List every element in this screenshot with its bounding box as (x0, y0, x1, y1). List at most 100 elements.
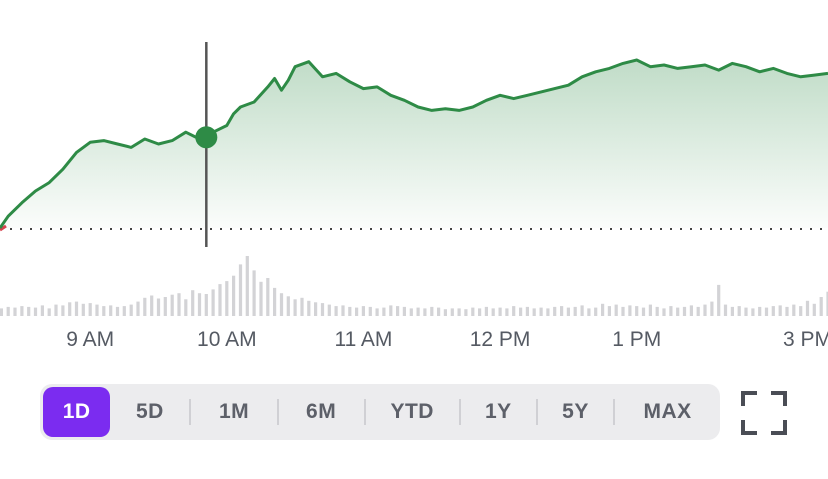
volume-bar (355, 307, 359, 316)
volume-bar (177, 293, 181, 316)
volume-bar (74, 301, 79, 316)
time-range-selector: 1D 5D 1M 6M YTD 1Y 5Y MAX (40, 384, 720, 440)
volume-bar (580, 305, 584, 316)
volume-bar (655, 306, 659, 316)
price-chart[interactable]: 9 AM 10 AM 11 AM 12 PM 1 PM 3 PM (0, 0, 828, 360)
volume-bar (286, 296, 290, 316)
volume-bar (361, 306, 365, 316)
volume-bar (225, 281, 229, 316)
volume-bar (471, 307, 475, 316)
range-button-6m[interactable]: 6M (306, 400, 337, 423)
volume-bar (109, 305, 113, 316)
volume-bar (115, 306, 120, 316)
volume-bar (785, 306, 789, 316)
crosshair-point[interactable] (195, 126, 218, 149)
volume-bar (635, 306, 639, 316)
volume-bar (68, 302, 72, 316)
x-tick-label: 1 PM (612, 328, 661, 351)
volume-bar (102, 306, 106, 316)
volume-bar (382, 307, 386, 316)
volume-bar (826, 291, 828, 316)
volume-bar (95, 304, 99, 316)
volume-bar (156, 298, 161, 316)
volume-bar (396, 306, 400, 316)
volume-bar (143, 297, 147, 316)
range-button-1d[interactable]: 1D (43, 387, 111, 437)
volume-bar (341, 305, 345, 316)
price-line-start-segment (0, 224, 7, 232)
volume-bar (368, 306, 372, 316)
range-button-5d[interactable]: 5D (135, 400, 164, 423)
volume-bar (792, 304, 796, 316)
volume-bar (464, 309, 468, 316)
volume-bar (348, 306, 352, 316)
volume-bar (334, 306, 338, 316)
range-divider (613, 399, 616, 425)
volume-bar (628, 305, 632, 316)
volume-bar (450, 308, 454, 316)
volume-bar (197, 293, 202, 316)
volume-bar (150, 295, 154, 316)
volume-bar (300, 297, 304, 316)
range-button-max[interactable]: MAX (643, 400, 692, 423)
range-divider (363, 399, 366, 425)
volume-bar (546, 308, 550, 316)
price-line (0, 58, 828, 229)
volume-bar (409, 308, 413, 316)
volume-bar (191, 290, 195, 316)
range-button-5y[interactable]: 5Y (562, 400, 589, 423)
volume-bar (703, 304, 707, 316)
volume-bar (805, 300, 810, 316)
volume-bar (402, 306, 406, 316)
volume-bar (758, 306, 762, 316)
volume-bar (389, 305, 393, 316)
x-tick-label: 3 PM (783, 328, 828, 351)
volume-bar (525, 306, 529, 316)
volume-bar (696, 306, 700, 316)
volume-bar (812, 303, 816, 316)
fullscreen-icon (741, 391, 787, 435)
volume-bar (539, 307, 543, 316)
volume-bar (327, 304, 331, 316)
volume-bar (594, 307, 598, 316)
volume-bar (279, 293, 284, 316)
volume-bar (47, 308, 51, 316)
volume-bar (682, 306, 687, 316)
volume-bar (20, 306, 24, 316)
volume-bar (491, 308, 495, 316)
volume-bar (799, 306, 803, 316)
range-divider (535, 399, 538, 425)
volume-bar (519, 307, 523, 316)
range-divider (458, 399, 461, 425)
range-button-1y[interactable]: 1Y (484, 400, 512, 423)
volume-bar (484, 306, 488, 316)
range-button-1m[interactable]: 1M (218, 400, 250, 423)
volume-bar (184, 299, 188, 316)
volume-bar (238, 264, 243, 316)
volume-bar (641, 307, 646, 316)
volume-bar (710, 301, 714, 316)
volume-bar (13, 307, 17, 316)
volume-bar (751, 308, 755, 316)
range-button-ytd[interactable]: YTD (390, 400, 434, 423)
volume-bar (437, 307, 441, 316)
volume-bar (771, 306, 775, 316)
volume-bar (245, 256, 249, 316)
volume-bar (676, 307, 680, 316)
volume-bar (587, 308, 591, 316)
volume-bar (689, 305, 693, 316)
volume-bar (61, 305, 65, 316)
volume-bar (40, 305, 44, 316)
volume-bar (457, 308, 461, 316)
volume-bar (81, 303, 85, 316)
volume-bar (416, 307, 420, 316)
fullscreen-button[interactable] (741, 390, 787, 436)
volume-bar (553, 306, 557, 316)
volume-bar (259, 281, 263, 316)
volume-bar (320, 303, 325, 316)
volume-bar (211, 289, 215, 316)
volume-bar (717, 284, 721, 316)
volume-bar (737, 306, 741, 316)
range-divider (189, 399, 192, 425)
volume-bar (170, 294, 174, 316)
